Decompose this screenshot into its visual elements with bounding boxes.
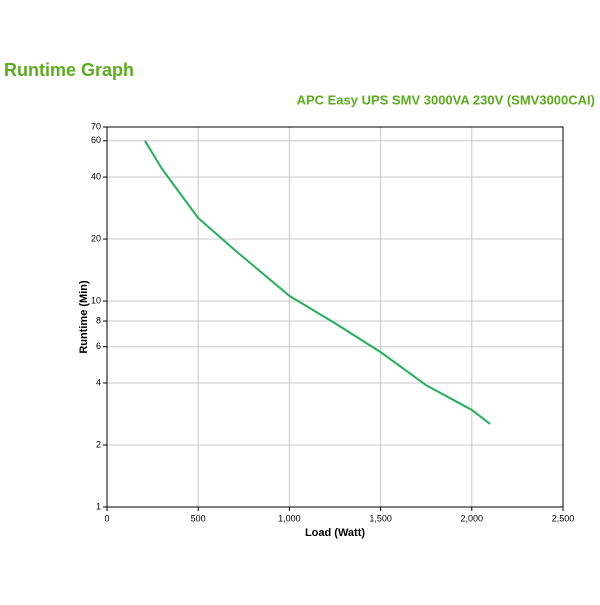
x-tick-label: 2,000 [461,513,484,523]
y-tick-label: 6 [96,341,101,351]
y-tick-label: 10 [91,295,101,305]
x-tick-label: 2,500 [552,513,575,523]
chart-title: Runtime Graph [4,60,134,80]
y-tick-label: 1 [96,501,101,511]
y-axis-label: Runtime (Min) [78,280,90,354]
y-tick-label: 40 [91,171,101,181]
y-tick-label: 4 [96,377,101,387]
chart-subtitle: APC Easy UPS SMV 3000VA 230V (SMV3000CAI… [297,92,595,107]
y-tick-label: 2 [96,439,101,449]
plot-frame [106,126,564,508]
x-tick-label: 0 [104,513,109,523]
x-tick-label: 1,500 [369,513,392,523]
y-tick-label: 60 [91,135,101,145]
x-tick-label: 500 [191,513,206,523]
runtime-line [144,140,491,425]
y-tick-label: 20 [91,233,101,243]
y-tick-label: 70 [91,121,101,131]
y-tick-label: 8 [96,315,101,325]
x-axis-label: Load (Watt) [305,527,365,539]
x-tick-label: 1,000 [278,513,301,523]
